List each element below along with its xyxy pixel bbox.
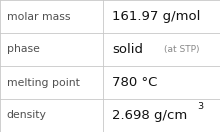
Text: solid: solid [112, 43, 143, 56]
Text: 780 °C: 780 °C [112, 76, 158, 89]
Text: 161.97 g/mol: 161.97 g/mol [112, 10, 201, 23]
Text: molar mass: molar mass [7, 11, 70, 22]
Text: (at STP): (at STP) [164, 45, 199, 54]
Text: melting point: melting point [7, 77, 79, 88]
Text: 2.698 g/cm: 2.698 g/cm [112, 109, 187, 122]
Text: density: density [7, 110, 46, 121]
Text: 3: 3 [197, 102, 203, 111]
Text: phase: phase [7, 44, 39, 55]
